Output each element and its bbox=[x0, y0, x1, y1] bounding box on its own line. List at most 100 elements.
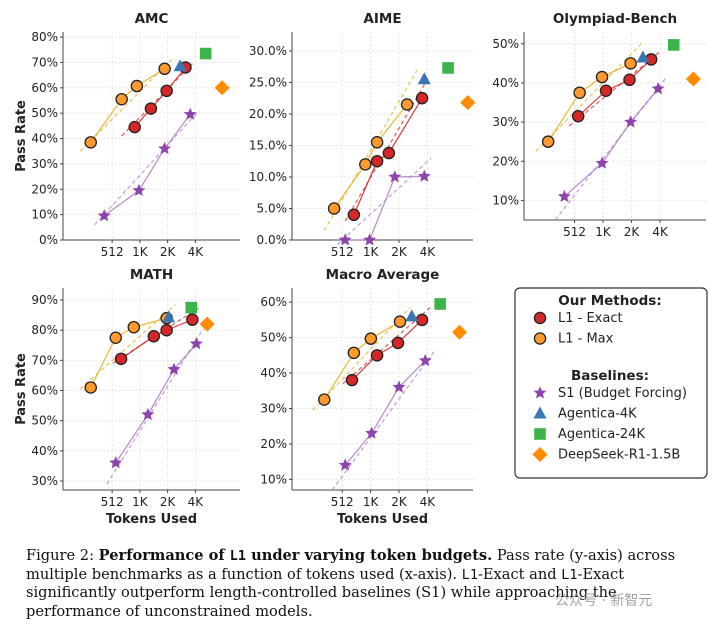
y-tick-label: 30% bbox=[260, 401, 287, 415]
x-tick-label: 512 bbox=[101, 245, 124, 259]
panel-amc: 0% 10% 20% 30% 40% 50% 60% 70% 80% 512 1K 2K 4K AMC Pa… bbox=[14, 11, 240, 259]
trend-line-s1 bbox=[554, 76, 668, 221]
series-line-s1 bbox=[344, 360, 426, 466]
watermark-text: 公众号 · 新智元 bbox=[555, 593, 653, 609]
marker-s1 bbox=[392, 380, 406, 393]
x-tick-label: 1K bbox=[363, 245, 380, 259]
x-tick-label: 1K bbox=[595, 225, 612, 239]
y-tick-label: 40% bbox=[492, 76, 519, 90]
x-tick-label: 4K bbox=[420, 495, 437, 509]
marker-s1 bbox=[417, 169, 431, 182]
x-tick-label: 2K bbox=[624, 225, 641, 239]
marker-l1-exact bbox=[623, 73, 636, 87]
marker-l1-max bbox=[84, 381, 97, 394]
y-tick-label: 10% bbox=[260, 472, 287, 486]
marker-l1-exact bbox=[160, 323, 173, 337]
trend-line-l1-max bbox=[323, 69, 418, 231]
x-tick-label: 4K bbox=[420, 245, 437, 259]
panel-title: Olympiad-Bench bbox=[553, 11, 677, 27]
legend-label-agentica4k: Agentica-4K bbox=[558, 407, 637, 422]
y-tick-label: 40% bbox=[260, 366, 287, 380]
marker-l1-max bbox=[595, 70, 609, 84]
y-tick-label: 10% bbox=[492, 193, 519, 207]
marker-l1-max bbox=[158, 62, 171, 76]
marker-s1 bbox=[141, 407, 155, 421]
marker-l1-max bbox=[400, 98, 414, 111]
marker-agentica4k bbox=[417, 72, 431, 85]
marker-l1-exact bbox=[415, 313, 429, 327]
marker-l1-max bbox=[359, 158, 372, 171]
y-tick-label: 50% bbox=[260, 331, 287, 345]
series-line-l1-exact bbox=[353, 97, 423, 216]
y-tick-label: 0.0% bbox=[257, 233, 288, 247]
marker-deepseek bbox=[685, 71, 701, 87]
marker-agentica4k bbox=[162, 310, 176, 323]
y-tick-label: 70% bbox=[31, 353, 58, 367]
series-line-s1 bbox=[345, 175, 425, 241]
x-tick-label: 512 bbox=[331, 495, 354, 509]
trend-line-s1 bbox=[331, 351, 435, 491]
marker-l1-exact bbox=[415, 91, 429, 105]
series-line-l1-max bbox=[333, 104, 408, 209]
y-tick-label: 70% bbox=[31, 55, 58, 69]
y-tick-label: 60% bbox=[31, 384, 58, 398]
marker-l1-max bbox=[84, 136, 97, 149]
marker-deepseek bbox=[199, 316, 215, 332]
x-tick-label: 512 bbox=[101, 495, 124, 509]
x-tick-label: 4K bbox=[188, 245, 205, 259]
y-tick-label: 50% bbox=[492, 37, 519, 51]
legend-heading: Our Methods: bbox=[558, 293, 661, 309]
legend-label-deepseek: DeepSeek-R1-1.5B bbox=[558, 448, 680, 463]
marker-s1 bbox=[189, 337, 203, 350]
y-tick-label: 5.0% bbox=[257, 201, 288, 215]
legend-marker-s1 bbox=[533, 386, 547, 399]
legend-label-l1-exact: L1 - Exact bbox=[558, 311, 623, 326]
marker-l1-max bbox=[347, 346, 361, 360]
marker-s1 bbox=[167, 362, 181, 375]
y-tick-label: 60% bbox=[31, 81, 58, 95]
y-tick-label: 25.0% bbox=[249, 75, 287, 89]
marker-s1 bbox=[363, 233, 377, 246]
x-tick-label: 2K bbox=[391, 495, 408, 509]
y-tick-label: 20.0% bbox=[249, 107, 287, 121]
trend-line-l1-exact bbox=[568, 51, 661, 127]
marker-s1 bbox=[338, 458, 352, 471]
y-tick-label: 20% bbox=[260, 437, 287, 451]
y-tick-label: 90% bbox=[31, 293, 58, 307]
marker-s1 bbox=[109, 456, 123, 469]
legend-marker-agentica24k bbox=[534, 428, 546, 440]
series-line-l1-exact bbox=[577, 58, 652, 117]
caption-title-post: under varying token budgets. bbox=[246, 547, 493, 564]
marker-agentica4k bbox=[405, 309, 419, 322]
panel-aime: 0.0% 5.0% 10.0% 15.0% 20.0% 25.0% 30.0% 512 1K 2K… bbox=[249, 11, 476, 259]
x-tick-label: 1K bbox=[132, 495, 149, 509]
y-axis-label: Pass Rate bbox=[14, 353, 29, 425]
marker-agentica4k bbox=[173, 59, 187, 72]
trend-line-l1-max bbox=[79, 304, 177, 390]
caption-mono-1: L1 bbox=[461, 566, 478, 583]
marker-l1-max bbox=[318, 393, 331, 406]
y-tick-label: 30% bbox=[31, 157, 58, 171]
marker-l1-max bbox=[109, 331, 122, 344]
series-line-l1-exact bbox=[120, 319, 193, 360]
y-tick-label: 50% bbox=[31, 106, 58, 120]
marker-s1 bbox=[651, 82, 665, 95]
series-line-s1 bbox=[115, 343, 197, 464]
marker-l1-max bbox=[393, 315, 407, 328]
marker-l1-exact bbox=[347, 208, 361, 222]
marker-l1-max bbox=[573, 86, 586, 99]
x-tick-label: 1K bbox=[132, 245, 149, 259]
marker-s1 bbox=[595, 156, 609, 169]
marker-l1-exact bbox=[370, 154, 384, 168]
marker-l1-exact bbox=[144, 102, 158, 115]
y-tick-label: 20% bbox=[31, 182, 58, 196]
panel-title: AMC bbox=[135, 11, 169, 27]
marker-l1-exact bbox=[599, 84, 613, 98]
marker-l1-exact bbox=[186, 313, 199, 326]
marker-l1-exact bbox=[370, 349, 384, 362]
series-line-s1 bbox=[563, 88, 659, 197]
marker-s1 bbox=[158, 141, 172, 155]
trend-line-s1 bbox=[106, 328, 204, 485]
series-line-l1-max bbox=[90, 317, 167, 388]
trend-line-s1 bbox=[331, 157, 432, 250]
